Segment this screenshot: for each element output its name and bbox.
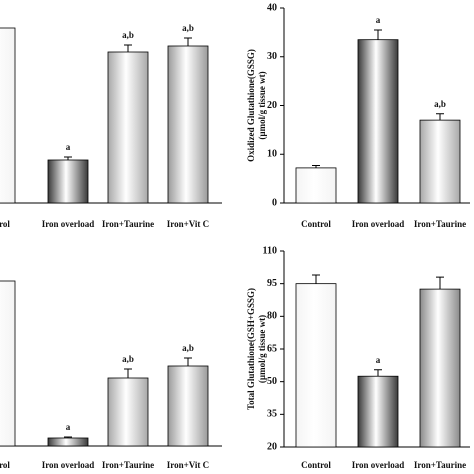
y-tick-label: 20	[267, 100, 277, 111]
bar	[107, 51, 149, 204]
x-tick-label: Iron+Taurine	[414, 219, 466, 229]
bar	[107, 377, 149, 447]
y-axis-label: Oxidized Glutathione(GSSG)	[246, 49, 256, 162]
bar	[419, 288, 461, 448]
bar	[357, 375, 399, 448]
x-tick-label: Control	[301, 460, 331, 470]
y-tick-label: 80	[267, 311, 277, 322]
bar	[167, 365, 209, 447]
error-bar	[436, 276, 444, 290]
bar	[419, 119, 461, 204]
annotation: a,b	[122, 30, 134, 40]
y-tick-label: 40	[267, 2, 277, 13]
annotation: a	[376, 355, 381, 365]
x-tick-label: Iron+Taurine	[414, 460, 466, 470]
x-tick-label: Iron overload	[352, 460, 405, 470]
error-bar	[124, 368, 132, 378]
error-bar	[312, 274, 320, 284]
bar	[47, 159, 89, 204]
error-bar	[184, 37, 192, 46]
error-bar	[64, 436, 72, 438]
y-tick-label: 65	[267, 343, 277, 354]
error-bar	[312, 164, 320, 168]
x-tick-label: Iron overload	[352, 219, 405, 229]
error-bar	[374, 29, 382, 40]
y-tick-label: 30	[267, 51, 277, 62]
bar	[47, 437, 89, 447]
y-axis-label: (µmol/g tissue wt)	[257, 71, 267, 139]
y-tick-label: 20	[267, 441, 277, 452]
error-bar	[374, 369, 382, 377]
y-tick-label: 95	[267, 278, 277, 289]
y-tick-label: 10	[267, 149, 277, 160]
bar	[0, 27, 16, 204]
x-tick-label: Control	[0, 460, 10, 470]
x-tick-label: Control	[301, 219, 331, 229]
y-tick-label: 110	[263, 245, 277, 256]
y-tick-label: 0	[272, 197, 277, 208]
x-tick-label: Iron+Taurine	[102, 460, 154, 470]
bar	[0, 280, 16, 447]
annotation: a	[66, 142, 71, 152]
bar	[357, 39, 399, 204]
x-tick-label: Control	[0, 219, 10, 229]
bar	[167, 45, 209, 204]
x-tick-label: Iron overload	[42, 219, 95, 229]
x-tick-label: Iron+Vit C	[167, 219, 209, 229]
error-bar	[184, 357, 192, 366]
y-tick-label: 50	[267, 376, 277, 387]
annotation: a,b	[434, 99, 446, 109]
annotation: a	[376, 15, 381, 25]
error-bar	[64, 156, 72, 160]
bar	[295, 283, 337, 448]
annotation: a,b	[182, 343, 194, 353]
x-tick-label: Iron+Taurine	[102, 219, 154, 229]
bar	[295, 167, 337, 204]
x-tick-label: Iron+Vit C	[167, 460, 209, 470]
error-bar	[436, 113, 444, 121]
y-axis-label: (µmol/g tissue wt)	[257, 315, 267, 383]
y-tick-label: 35	[267, 409, 277, 420]
y-axis-label: Total Glutathione(GSH+GSSG)	[246, 288, 256, 410]
annotation: a,b	[182, 23, 194, 33]
error-bar	[124, 44, 132, 52]
annotation: a,b	[122, 354, 134, 364]
annotation: a	[66, 422, 71, 432]
x-tick-label: Iron overload	[42, 460, 95, 470]
